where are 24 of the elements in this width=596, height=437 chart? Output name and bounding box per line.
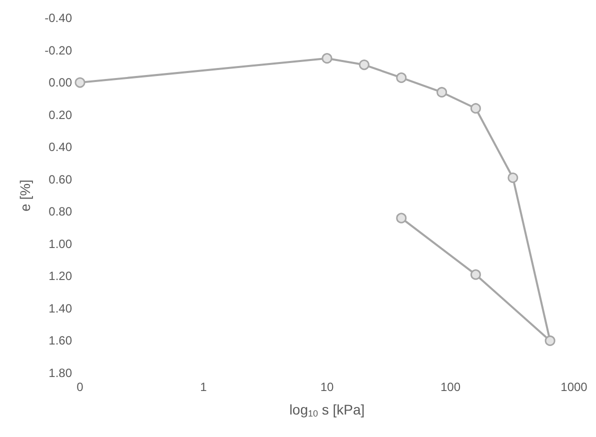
y-tick-label: 1.40 — [48, 301, 72, 316]
y-tick-label: 0.60 — [48, 172, 72, 186]
y-tick-label: 1.80 — [48, 366, 72, 380]
x-tick-label: 0 — [76, 380, 84, 394]
y-tick-label: 1.00 — [48, 236, 72, 251]
x-tick-label: 10 — [320, 380, 334, 394]
y-tick-label: 0.40 — [48, 140, 72, 154]
y-tick-label: 0.20 — [48, 108, 72, 122]
y-tick-label: -0.40 — [44, 11, 72, 25]
y-tick-label: 1.60 — [48, 334, 72, 348]
point — [470, 103, 481, 114]
point — [396, 72, 407, 83]
x-tick-label: 100 — [440, 380, 461, 394]
point — [544, 335, 556, 346]
y-tick-label: 0.00 — [48, 76, 72, 90]
y-tick-label: 1.20 — [48, 269, 72, 284]
x-tick-label: 1 — [200, 380, 208, 394]
point — [358, 60, 370, 70]
point — [508, 172, 518, 183]
y-axis-title: e [%] — [17, 180, 33, 212]
y-tick-label: -0.20 — [44, 43, 72, 58]
y-tick-label: 0.80 — [48, 204, 72, 219]
x-tick-label: 1000 — [560, 380, 588, 394]
point — [322, 53, 332, 64]
